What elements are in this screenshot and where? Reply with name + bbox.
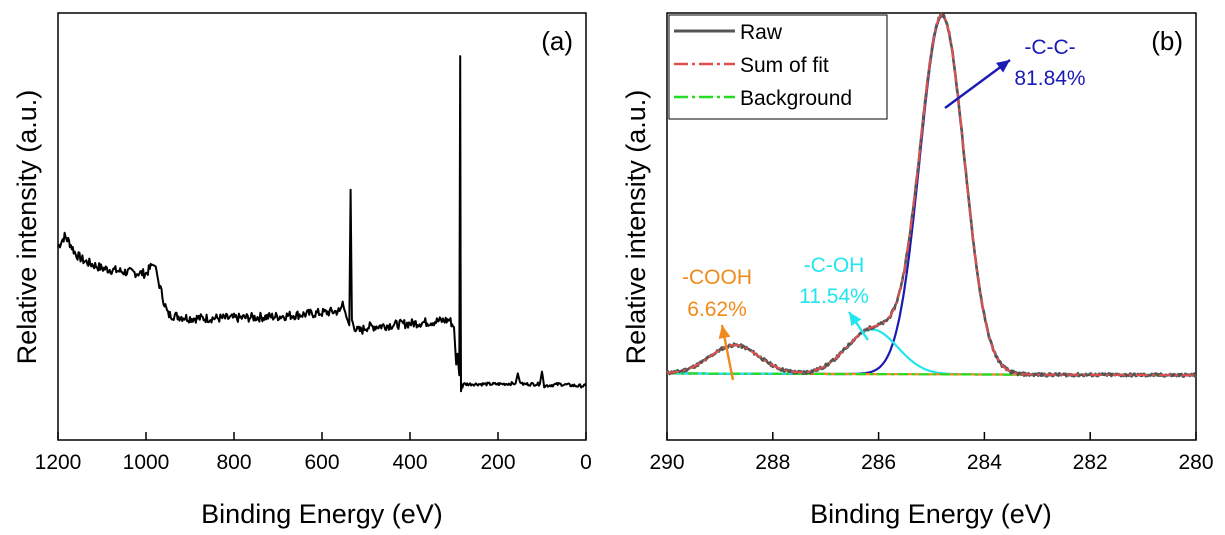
panel-a-x-ticks: 1200 1000 800 600 400 200 0 [35, 432, 592, 474]
annotation-coh-label: -C-OH [804, 254, 865, 277]
x-tick-label: 0 [580, 451, 592, 474]
x-tick-label: 280 [1178, 451, 1213, 474]
legend-sum-of-fit-label: Sum of fit [740, 54, 829, 77]
arrow-cooh-head [718, 325, 731, 339]
panel-b-y-axis-title: Relative intensity (a.u.) [621, 90, 651, 365]
panel-a-x-axis-title: Binding Energy (eV) [201, 499, 443, 529]
x-tick-label: 290 [649, 451, 684, 474]
panel-b-x-axis-title: Binding Energy (eV) [810, 499, 1052, 529]
panel-a-series [57, 55, 587, 393]
component-peak-curve [667, 328, 1196, 377]
panel-b-label: (b) [1151, 26, 1183, 56]
panel-b-x-ticks: 290 288 286 284 282 280 [649, 432, 1214, 474]
x-tick-label: 282 [1073, 451, 1108, 474]
panel-b-c1s-spectrum: 290 288 286 284 282 280 (b) Binding Energy (e… [621, 12, 1214, 529]
x-tick-label: 1200 [35, 451, 82, 474]
panel-b-series [666, 12, 1197, 379]
annotation-cooh-percent: 6.62% [687, 298, 747, 321]
annotation-cooh-label: -COOH [682, 266, 752, 289]
x-tick-label: 288 [755, 451, 790, 474]
x-tick-label: 286 [861, 451, 896, 474]
x-tick-label: 400 [392, 451, 427, 474]
x-tick-label: 800 [216, 451, 251, 474]
x-tick-label: 600 [304, 451, 339, 474]
panel-b-annotation-arrows [718, 59, 1011, 381]
panel-a-label: (a) [541, 26, 573, 56]
background-curve [667, 372, 1196, 377]
arrow-cc-head [996, 60, 1010, 73]
panel-a-y-axis-title: Relative intensity (a.u.) [12, 90, 42, 365]
panel-b-legend: Raw Sum of fit Background [668, 14, 888, 120]
survey-spectrum-line [57, 55, 587, 393]
sum-of-fit-line [667, 13, 1196, 377]
x-tick-label: 1000 [123, 451, 170, 474]
arrow-cc-shaft [944, 59, 1011, 109]
panel-a-frame [57, 12, 587, 441]
x-tick-label: 200 [480, 451, 515, 474]
arrow-coh-head [849, 312, 862, 327]
legend-raw-label: Raw [740, 21, 783, 44]
x-tick-label: 284 [967, 451, 1002, 474]
panel-a-survey-spectrum: 1200 1000 800 600 400 200 0 (a) Binding Energy… [12, 12, 592, 529]
panel-b-frame [666, 12, 1197, 441]
annotation-cc-label: -C-C- [1024, 36, 1075, 59]
legend-background-label: Background [740, 87, 852, 110]
annotation-coh-percent: 11.54% [799, 285, 869, 308]
annotation-cc-percent: 81.84% [1014, 67, 1085, 90]
